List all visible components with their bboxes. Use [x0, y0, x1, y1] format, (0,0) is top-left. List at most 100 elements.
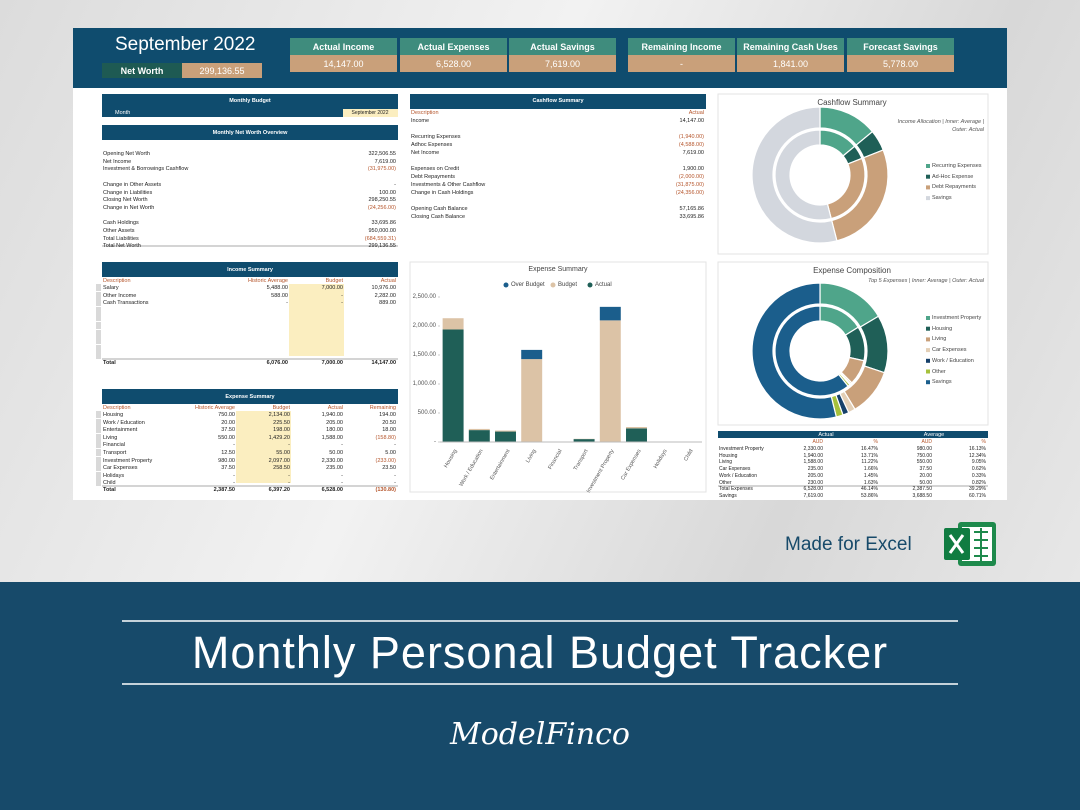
cell-value: 0.62% [971, 466, 986, 473]
y-tick-label: 1,500.00 [412, 352, 436, 358]
legend-marker [587, 282, 593, 288]
cell-value: 588.00 [271, 292, 288, 299]
section-header [102, 389, 398, 404]
row-label: Other Income [103, 292, 137, 299]
row-number-cell [96, 306, 101, 314]
cell-value: 1,940.00 [321, 412, 343, 418]
row-label: Work / Education [719, 472, 757, 479]
row-value: - [394, 181, 396, 188]
row-label: Housing [719, 452, 738, 459]
cell-value: 13.71% [861, 452, 878, 459]
column-header: Description [103, 405, 131, 411]
row-label: Housing [103, 412, 124, 418]
row-label: Debt Repayments [411, 174, 456, 180]
total-value: Total [103, 487, 116, 493]
cell-value: 37.50 [919, 466, 932, 473]
total-value: 6,528.00 [321, 487, 343, 493]
legend-label: Car Expenses [932, 347, 967, 354]
row-number-cell [96, 471, 101, 479]
chart-title: Expense Composition [813, 266, 891, 275]
cell-value: 11.22% [861, 459, 878, 466]
row-value: (684,559.31) [364, 235, 396, 242]
cell-value: 20.00 [221, 419, 235, 426]
donut-slice [774, 305, 849, 397]
cell-value: 550.00 [218, 434, 235, 441]
chart-subtitle: Top 5 Expenses | Inner: Average | Outer:… [868, 278, 984, 284]
row-number-cell [96, 411, 101, 418]
column-header: Actual [688, 110, 704, 116]
kpi-title-box [628, 38, 735, 55]
row-value: 298,250.55 [368, 197, 396, 204]
cell-value: 2,387.50 [912, 486, 932, 493]
kpi-label: Actual Savings [530, 42, 595, 52]
cell-value: 1.45% [863, 472, 878, 479]
row-label: Car Expenses [103, 465, 138, 472]
cell-value: - [341, 442, 343, 449]
legend-label: Over Budget [511, 282, 545, 288]
row-number-cell [96, 314, 101, 322]
cell-value: 2,134.00 [268, 412, 290, 418]
y-tick-label: 500.00 [417, 410, 436, 416]
bar-segment [626, 428, 647, 442]
column-header: Actual [818, 432, 834, 438]
column-header: Budget [325, 278, 343, 284]
cell-value: - [233, 442, 235, 449]
cell-value: 2,282.00 [374, 292, 396, 299]
row-label: Income [411, 118, 430, 124]
net-worth-label: Net Worth [120, 66, 164, 76]
cell-value: 10,976.00 [371, 285, 396, 291]
section-header [410, 94, 706, 109]
cell-value: - [341, 300, 343, 307]
cell-value: - [394, 480, 396, 487]
row-label: Change in Other Assets [103, 181, 162, 188]
row-label: Investments & Other Cashflow [411, 182, 486, 188]
column-header: Budget [272, 405, 290, 411]
section-title: Monthly Net Worth Overview [212, 130, 288, 136]
bar-segment [468, 430, 490, 442]
cell-value: (233.00) [375, 457, 397, 464]
row-number-cell [96, 329, 101, 337]
cell-value: 55.00 [276, 450, 290, 456]
kpi-title-box [290, 38, 397, 55]
legend-label: Ad-Hoc Expense [932, 173, 974, 180]
kpi-label: Actual Expenses [417, 42, 490, 52]
legend-marker [926, 174, 930, 179]
total-value: 2,387.50 [213, 487, 235, 493]
row-value: 33,695.86 [371, 220, 396, 227]
cell-value: (158.80) [375, 434, 397, 441]
cell-value: 0.82% [971, 479, 986, 486]
legend-label: Budget [558, 282, 578, 288]
month-label: Month [115, 110, 131, 116]
kpi-value: 5,778.00 [882, 59, 919, 69]
row-label: Change in Liabilities [103, 189, 153, 196]
kpi-title-box [737, 38, 844, 55]
y-tick-label: 2,500.00 [412, 294, 436, 300]
cell-value: 46.14% [861, 486, 878, 493]
row-number-cell [96, 418, 101, 426]
cell-value: 750.00 [916, 452, 932, 459]
kpi-label: Forecast Savings [863, 42, 938, 52]
row-label: Salary [103, 285, 119, 291]
row-label: Change in Net Worth [103, 204, 155, 211]
cell-value: - [288, 472, 290, 479]
bar-segment [442, 318, 464, 330]
product-title: Monthly Personal Budget Tracker [191, 627, 889, 678]
total-value: 7,000.00 [321, 360, 343, 366]
cell-value: 198.00 [273, 427, 290, 434]
row-value: (31,975.00) [367, 166, 396, 173]
chart-subtitle: Income Allocation | Inner: Average | Out… [897, 119, 984, 133]
kpi-value-box [628, 55, 735, 72]
section-title: Cashflow Summary [532, 98, 584, 104]
y-tick-label: - [434, 439, 436, 445]
column-header: Actual [327, 405, 343, 411]
column-header: Actual [380, 278, 396, 284]
dashboard-title: September 2022 [115, 34, 256, 55]
row-label: Opening Net Worth [103, 151, 150, 157]
legend-marker [926, 326, 930, 331]
kpi-value-box [847, 55, 954, 72]
row-label: Total Liabilities [103, 235, 139, 242]
row-label: Opening Cash Balance [411, 206, 468, 212]
row-label: Living [719, 459, 733, 466]
cell-value: 980.00 [218, 457, 235, 464]
made-for-excel: Made for Excel [785, 534, 912, 555]
